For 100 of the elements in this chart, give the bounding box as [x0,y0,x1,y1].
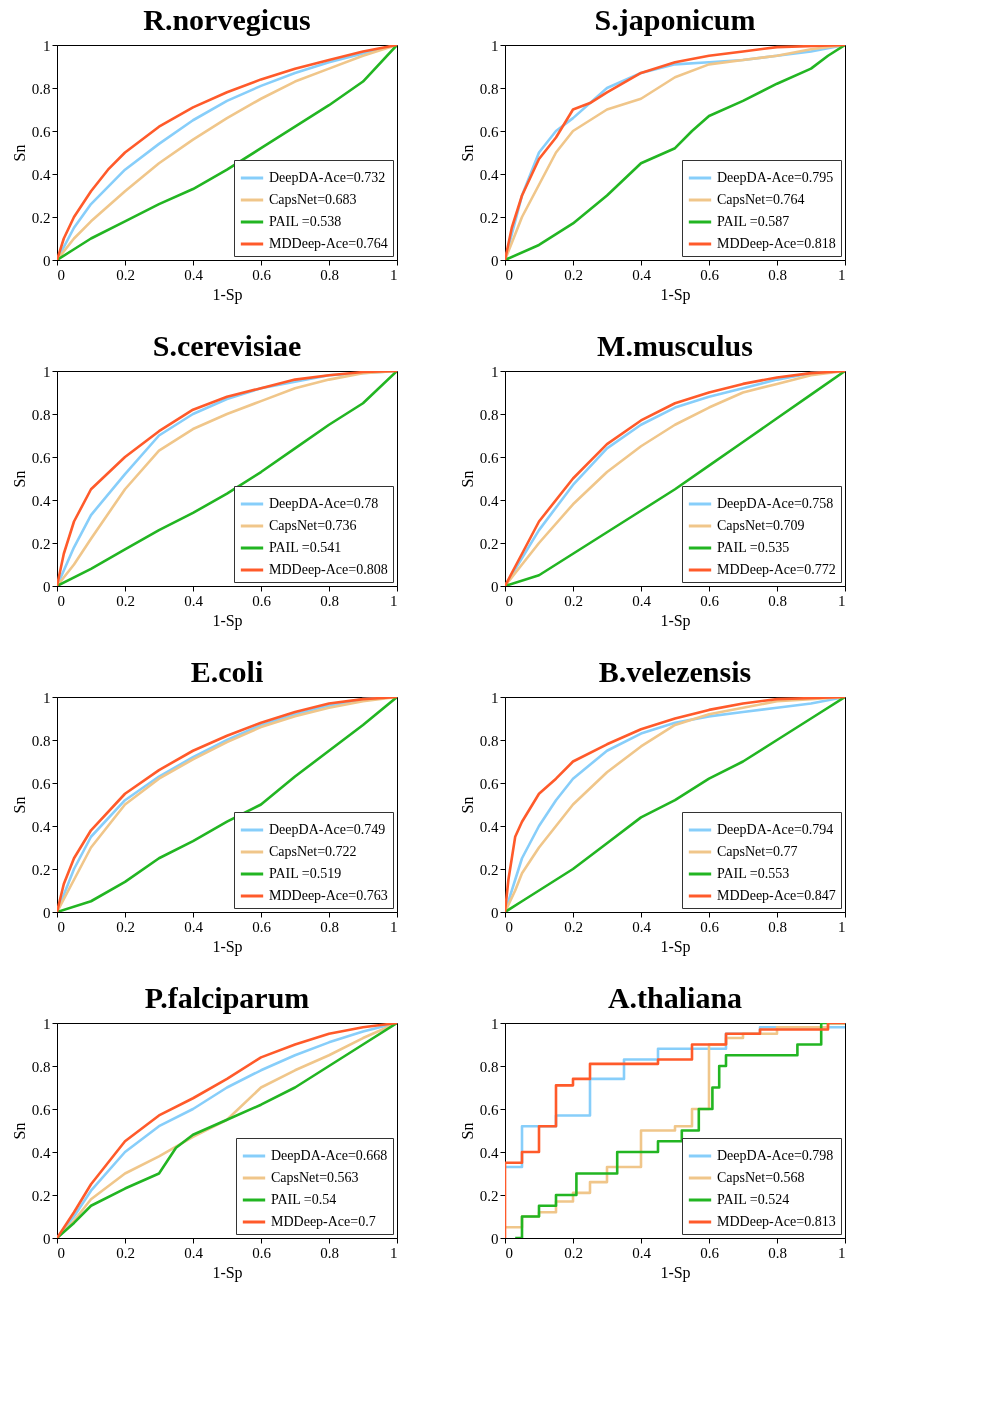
legend-label: MDDeep-Ace=0.808 [269,562,388,577]
y-tick-label: 0.4 [31,492,51,509]
x-tick-label: 0.8 [768,1244,787,1261]
y-tick-label: 0.6 [479,1101,499,1118]
x-tick-label: 1 [838,1244,846,1261]
y-tick-label: 0.2 [31,535,51,552]
y-tick-label: 0.2 [479,861,499,878]
y-tick-label: 0.8 [479,1058,499,1075]
legend-label: MDDeep-Ace=0.763 [269,888,388,903]
chart-title: M.musculus [597,329,753,362]
x-tick-label: 0 [505,266,513,283]
y-axis-title: Sn [458,470,476,488]
x-tick-label: 0.4 [632,1244,652,1261]
y-tick-label: 0.6 [31,449,51,466]
y-tick-label: 0 [43,252,51,269]
y-tick-label: 1 [491,37,499,54]
x-tick-label: 0 [57,1244,65,1261]
x-axis-title: 1-Sp [660,1263,691,1282]
legend-label: CapsNet=0.568 [717,1170,805,1185]
x-tick-label: 0.6 [252,1244,272,1261]
x-tick-label: 0.4 [184,918,204,935]
legend-label: DeepDA-Ace=0.794 [717,822,834,837]
x-axis-title: 1-Sp [660,285,691,304]
y-tick-label: 0.6 [479,123,499,140]
y-tick-label: 0.4 [31,818,51,835]
legend-label: MDDeep-Ace=0.772 [717,562,836,577]
x-axis-title: 1-Sp [212,937,243,956]
y-tick-label: 0.4 [479,166,499,183]
y-tick-label: 0.8 [31,406,51,423]
y-tick-label: 0.8 [479,732,499,749]
legend-label: CapsNet=0.722 [269,844,357,859]
x-tick-label: 0.2 [564,266,583,283]
y-tick-label: 0.4 [479,492,499,509]
y-axis-title: Sn [10,796,28,814]
chart-title: S.japonicum [594,3,756,36]
x-tick-label: 0.2 [564,918,583,935]
x-tick-label: 0.2 [116,918,135,935]
x-tick-label: 0 [57,266,65,283]
x-tick-label: 0.4 [632,592,652,609]
y-axis-title: Sn [458,144,476,162]
x-tick-label: 0.4 [632,918,652,935]
legend-label: PAIL =0.519 [269,866,342,881]
x-tick-label: 0.6 [252,266,272,283]
y-axis-title: Sn [458,1122,476,1140]
legend-label: PAIL =0.553 [717,866,790,881]
y-tick-label: 1 [491,689,499,706]
y-tick-label: 0.8 [31,732,51,749]
y-tick-label: 0.6 [479,775,499,792]
y-tick-label: 1 [43,363,51,380]
y-tick-label: 0 [491,1230,499,1247]
y-axis-title: Sn [10,470,28,488]
legend-label: PAIL =0.538 [269,214,342,229]
y-tick-label: 0.4 [31,1144,51,1161]
y-tick-label: 0.4 [479,1144,499,1161]
y-tick-label: 0.2 [479,535,499,552]
x-tick-label: 0.8 [768,592,787,609]
y-tick-label: 0 [43,1230,51,1247]
x-tick-label: 1 [390,1244,398,1261]
chart-title: A.thaliana [607,981,743,1014]
x-tick-label: 0.4 [632,266,652,283]
legend-label: CapsNet=0.764 [717,192,805,207]
legend-label: PAIL =0.524 [717,1192,790,1207]
x-tick-label: 1 [390,592,398,609]
y-tick-label: 1 [43,1015,51,1032]
x-tick-label: 0.6 [700,918,720,935]
legend-label: DeepDA-Ace=0.668 [271,1148,388,1163]
y-tick-label: 0.2 [31,861,51,878]
y-tick-label: 0.8 [479,406,499,423]
chart-title: P.falciparum [144,981,310,1014]
y-axis-title: Sn [458,796,476,814]
y-axis-title: Sn [10,1122,28,1140]
x-tick-label: 0.6 [700,266,720,283]
x-tick-label: 0.2 [564,592,583,609]
y-tick-label: 0.8 [479,80,499,97]
y-tick-label: 0.8 [31,80,51,97]
y-tick-label: 0.4 [31,166,51,183]
x-tick-label: 0.8 [768,918,787,935]
x-axis-title: 1-Sp [212,1263,243,1282]
legend-label: PAIL =0.541 [269,540,342,555]
x-tick-label: 1 [838,592,846,609]
legend-label: MDDeep-Ace=0.847 [717,888,836,903]
x-tick-label: 0.6 [700,592,720,609]
y-tick-label: 0 [491,904,499,921]
chart-title: E.coli [190,655,264,688]
legend-label: PAIL =0.587 [717,214,790,229]
x-tick-label: 0.4 [184,1244,204,1261]
legend-label: MDDeep-Ace=0.7 [271,1214,376,1229]
chart-title: S.cerevisiae [152,329,302,362]
y-tick-label: 0.6 [31,1101,51,1118]
x-tick-label: 0.8 [320,918,339,935]
x-tick-label: 1 [838,266,846,283]
x-tick-label: 0.2 [116,592,135,609]
legend-label: MDDeep-Ace=0.764 [269,236,388,251]
y-tick-label: 1 [43,689,51,706]
legend-label: DeepDA-Ace=0.749 [269,822,386,837]
x-tick-label: 0 [505,1244,513,1261]
x-tick-label: 0.6 [700,1244,720,1261]
x-tick-label: 0 [505,592,513,609]
x-axis-title: 1-Sp [660,611,691,630]
legend-label: DeepDA-Ace=0.798 [717,1148,834,1163]
